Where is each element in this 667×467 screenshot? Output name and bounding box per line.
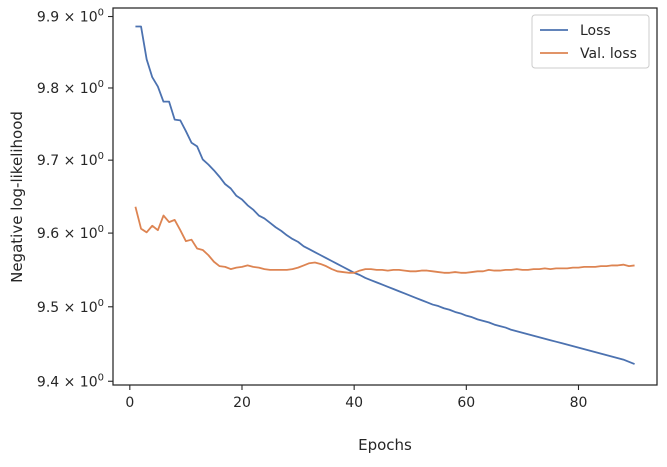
- y-tick-label: 9.9 × 100: [37, 8, 104, 26]
- x-axis-label: Epochs: [358, 436, 412, 454]
- legend-label-loss: Loss: [580, 23, 611, 39]
- legend: Loss Val. loss: [531, 14, 650, 69]
- legend-box: [531, 14, 650, 69]
- y-tick-label: 9.7 × 100: [37, 151, 104, 169]
- legend-label-val-loss: Val. loss: [580, 46, 637, 62]
- y-axis-label: Negative log-likelihood: [8, 111, 26, 283]
- y-tick-label: 9.6 × 100: [37, 224, 104, 242]
- plot-frame: [112, 7, 658, 386]
- x-tick-label: 60: [457, 395, 475, 411]
- series-line-1: [134, 206, 635, 274]
- x-axis-ticks: 0 20 40 60 80: [125, 385, 587, 411]
- x-tick-label: 0: [125, 395, 134, 411]
- y-tick-label: 9.8 × 100: [37, 79, 104, 97]
- y-tick-label: 9.5 × 100: [37, 298, 104, 316]
- x-tick-label: 80: [570, 395, 588, 411]
- y-tick-label: 9.4 × 100: [37, 372, 104, 390]
- x-tick-label: 40: [345, 395, 363, 411]
- series-line-0: [135, 25, 635, 365]
- x-tick-label: 20: [233, 395, 251, 411]
- y-axis-ticks: 9.4 × 100 9.5 × 100 9.6 × 100 9.7 × 100 9.8 …: [37, 8, 113, 390]
- series-lines: [134, 25, 635, 365]
